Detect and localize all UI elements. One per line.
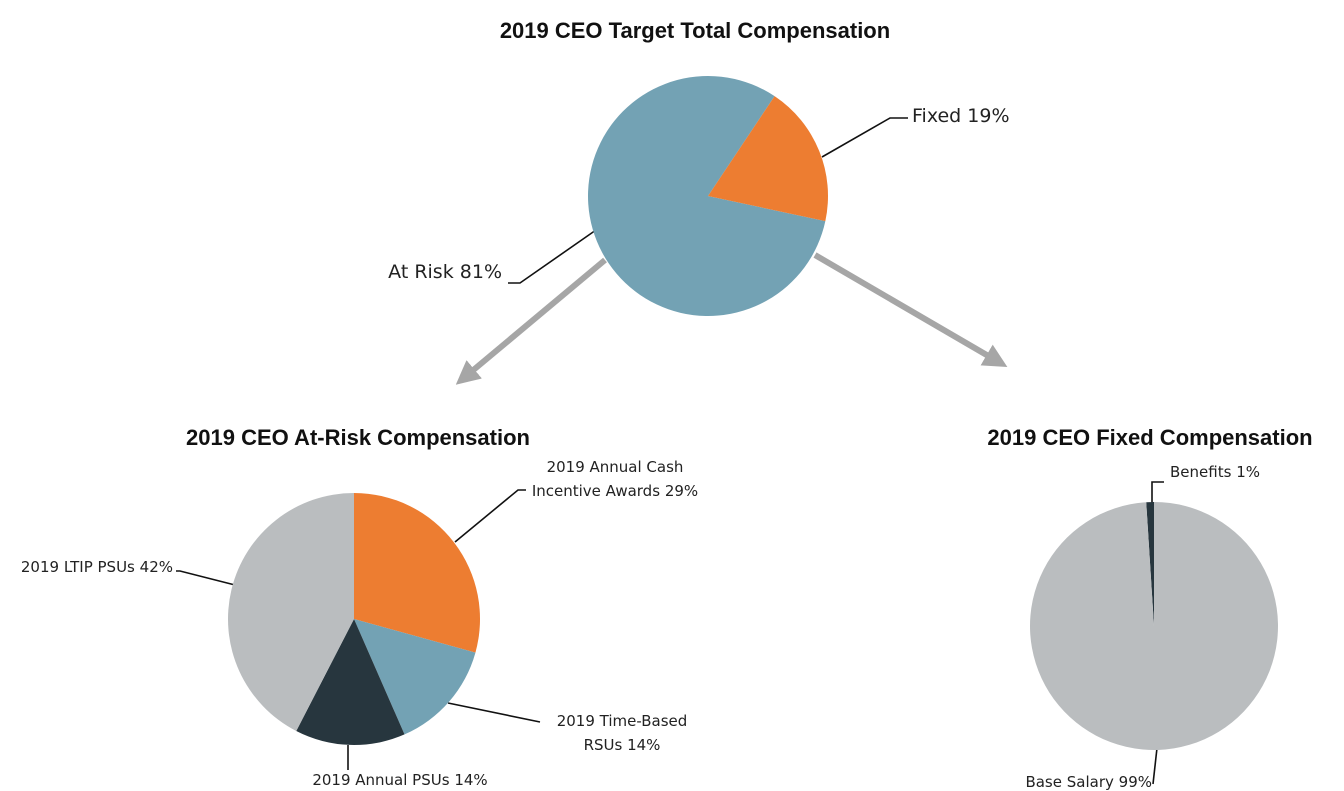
slice-label: 2019 Time-Based RSUs 14% [537, 709, 707, 757]
arrow [455, 257, 607, 385]
value-label: 42% [139, 558, 173, 576]
slice-label: Fixed 19% [912, 104, 1010, 128]
leader-line [447, 702, 541, 723]
leader-line [508, 229, 597, 284]
category-label: 2019 Time-Based RSUs [556, 712, 688, 754]
value-label: 99% [1118, 773, 1152, 791]
chart-title: 2019 CEO Target Total Compensation [500, 18, 890, 43]
slice-label: 2019 Annual PSUs 14% [312, 768, 487, 791]
arrow [813, 252, 1008, 368]
category-label: Base Salary [1025, 773, 1114, 791]
pie-slice [354, 493, 481, 653]
pie-slice [588, 76, 826, 316]
slice-label: Base Salary 99% [1025, 770, 1152, 791]
slice-label: At Risk 81% [388, 260, 502, 284]
leader-line [176, 570, 236, 586]
slice-label: 2019 Annual Cash Incentive Awards 29% [530, 455, 700, 503]
slice-label: Benefits 1% [1170, 460, 1260, 484]
pie-slice [1029, 502, 1278, 750]
category-label: At Risk [388, 261, 454, 283]
chart-title: 2019 CEO Fixed Compensation [987, 425, 1312, 450]
chart-title: 2019 CEO At-Risk Compensation [186, 425, 530, 450]
value-label: 14% [454, 771, 488, 789]
value-label: 81% [459, 261, 502, 283]
category-label: 2019 Annual Cash Incentive Awards [531, 458, 684, 500]
category-label: 2019 Annual PSUs [312, 771, 450, 789]
value-label: 1% [1236, 463, 1260, 481]
slice-label: 2019 LTIP PSUs 42% [21, 555, 173, 579]
pie-slice [228, 493, 354, 731]
pie-slice [354, 619, 476, 735]
value-label: 29% [664, 482, 699, 500]
category-label: Fixed [912, 105, 962, 127]
leader-line [1151, 481, 1164, 504]
value-label: 19% [967, 105, 1010, 127]
pie-slice [1146, 502, 1154, 626]
pie-slice [296, 619, 405, 746]
leader-line [454, 489, 526, 543]
category-label: 2019 LTIP PSUs [20, 558, 135, 576]
category-label: Benefits [1170, 463, 1232, 481]
leader-line [821, 117, 908, 158]
pie-slice [708, 96, 828, 222]
leader-line [1152, 747, 1158, 785]
value-label: 14% [627, 736, 661, 754]
